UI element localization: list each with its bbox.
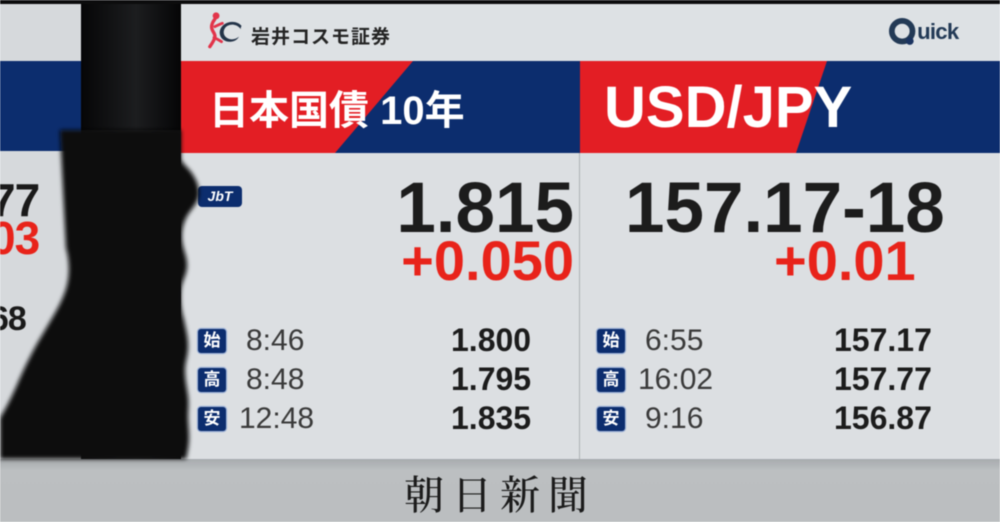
svg-text:uick: uick [917,19,960,44]
